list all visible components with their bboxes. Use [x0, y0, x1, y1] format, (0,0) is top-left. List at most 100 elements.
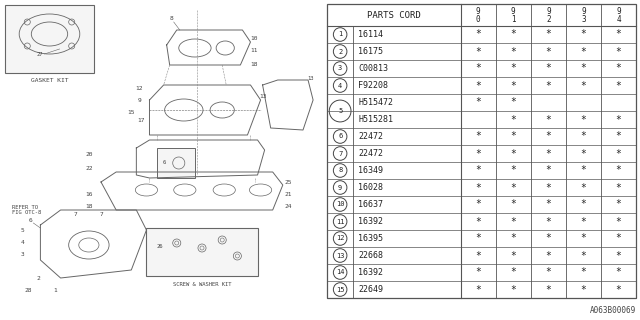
- Text: *: *: [616, 46, 621, 57]
- Text: 2: 2: [546, 15, 550, 24]
- Text: 22472: 22472: [358, 149, 383, 158]
- Text: *: *: [580, 217, 586, 227]
- Text: 16028: 16028: [358, 183, 383, 192]
- Text: *: *: [580, 199, 586, 210]
- Text: 11: 11: [251, 47, 259, 52]
- Text: *: *: [476, 165, 481, 175]
- Text: *: *: [616, 251, 621, 260]
- Text: 20: 20: [85, 153, 93, 157]
- Text: *: *: [545, 132, 551, 141]
- Text: *: *: [580, 148, 586, 158]
- Text: C00813: C00813: [358, 64, 388, 73]
- Text: 7: 7: [99, 212, 103, 218]
- Text: F92208: F92208: [358, 81, 388, 90]
- Text: *: *: [580, 284, 586, 294]
- Text: *: *: [580, 81, 586, 91]
- Text: *: *: [580, 115, 586, 124]
- Text: 3: 3: [581, 15, 586, 24]
- Text: 7: 7: [338, 150, 342, 156]
- Text: 0: 0: [476, 15, 481, 24]
- Text: *: *: [545, 165, 551, 175]
- Text: *: *: [616, 63, 621, 74]
- Text: *: *: [616, 234, 621, 244]
- Text: REFER TO
FIG OTC-8: REFER TO FIG OTC-8: [12, 204, 42, 215]
- Text: *: *: [510, 46, 516, 57]
- Text: 9: 9: [511, 7, 516, 16]
- Text: 26: 26: [157, 244, 163, 250]
- Text: 9: 9: [138, 98, 141, 102]
- Bar: [5, 5, 94, 73]
- Text: *: *: [510, 81, 516, 91]
- Text: *: *: [476, 182, 481, 193]
- Text: 1: 1: [54, 287, 58, 292]
- Text: 14: 14: [336, 269, 344, 276]
- Text: *: *: [545, 217, 551, 227]
- Text: *: *: [580, 63, 586, 74]
- Text: 4: 4: [616, 15, 621, 24]
- Text: 21: 21: [284, 193, 292, 197]
- Text: *: *: [580, 46, 586, 57]
- Text: *: *: [510, 165, 516, 175]
- Text: 15: 15: [127, 109, 135, 115]
- Text: 9: 9: [338, 185, 342, 190]
- Text: *: *: [510, 268, 516, 277]
- Text: *: *: [580, 165, 586, 175]
- Text: 13: 13: [259, 94, 266, 100]
- Text: 10: 10: [251, 36, 259, 41]
- Text: *: *: [476, 199, 481, 210]
- Text: 22668: 22668: [358, 251, 383, 260]
- Text: *: *: [545, 148, 551, 158]
- Text: *: *: [545, 284, 551, 294]
- Text: *: *: [510, 29, 516, 39]
- Text: *: *: [476, 148, 481, 158]
- Text: *: *: [476, 98, 481, 108]
- Text: *: *: [476, 63, 481, 74]
- Text: 2: 2: [36, 276, 40, 281]
- Text: *: *: [545, 46, 551, 57]
- Text: *: *: [616, 81, 621, 91]
- Text: 24: 24: [284, 204, 292, 210]
- Text: *: *: [510, 182, 516, 193]
- Text: 15: 15: [336, 286, 344, 292]
- Text: *: *: [545, 199, 551, 210]
- Text: *: *: [545, 182, 551, 193]
- Text: *: *: [545, 81, 551, 91]
- Text: 13: 13: [336, 252, 344, 259]
- Text: *: *: [510, 199, 516, 210]
- Text: 27: 27: [36, 52, 43, 57]
- Text: 12: 12: [336, 236, 344, 242]
- Text: 11: 11: [336, 219, 344, 225]
- Text: *: *: [545, 115, 551, 124]
- Text: *: *: [510, 63, 516, 74]
- Text: *: *: [545, 63, 551, 74]
- Text: *: *: [476, 284, 481, 294]
- Text: 17: 17: [138, 117, 145, 123]
- Text: 9: 9: [616, 7, 621, 16]
- Text: 1: 1: [338, 31, 342, 37]
- Text: 7: 7: [74, 212, 77, 218]
- Text: *: *: [545, 29, 551, 39]
- Bar: [147, 228, 257, 276]
- Text: *: *: [616, 115, 621, 124]
- Text: H515281: H515281: [358, 115, 393, 124]
- Text: 6: 6: [163, 161, 166, 165]
- Text: 6: 6: [338, 133, 342, 140]
- Text: 5: 5: [20, 228, 24, 233]
- Text: 16392: 16392: [358, 268, 383, 277]
- Text: SCREW & WASHER KIT: SCREW & WASHER KIT: [173, 282, 231, 286]
- Text: 9: 9: [546, 7, 550, 16]
- Text: 16114: 16114: [358, 30, 383, 39]
- Text: 5: 5: [338, 108, 342, 114]
- Text: 13: 13: [307, 76, 314, 81]
- Text: *: *: [616, 199, 621, 210]
- Text: *: *: [616, 148, 621, 158]
- Text: *: *: [616, 268, 621, 277]
- Text: 9: 9: [581, 7, 586, 16]
- Text: *: *: [510, 132, 516, 141]
- Text: *: *: [580, 29, 586, 39]
- Text: *: *: [616, 132, 621, 141]
- Text: *: *: [580, 182, 586, 193]
- Text: 12: 12: [136, 85, 143, 91]
- Text: *: *: [616, 217, 621, 227]
- Text: 18: 18: [251, 62, 259, 68]
